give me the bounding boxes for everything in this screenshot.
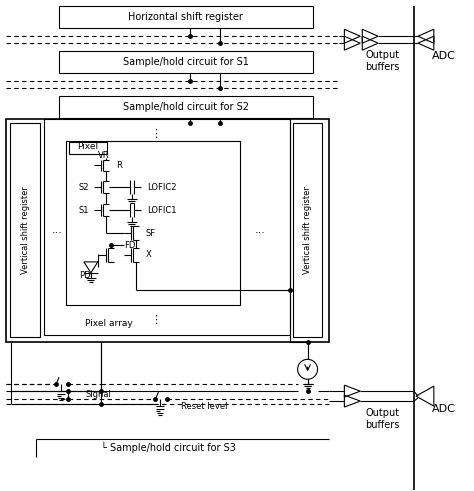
- Bar: [59, 51, 312, 73]
- Text: SF: SF: [146, 229, 155, 238]
- Bar: [292, 123, 322, 337]
- Text: Sample/hold circuit for S2: Sample/hold circuit for S2: [123, 102, 249, 112]
- Text: ADC: ADC: [432, 404, 456, 414]
- Text: └ Sample/hold circuit for S3: └ Sample/hold circuit for S3: [101, 441, 236, 453]
- Text: Pixel array: Pixel array: [85, 319, 133, 328]
- Text: R: R: [116, 161, 122, 170]
- Text: Output
buffers: Output buffers: [365, 408, 399, 430]
- Bar: [44, 119, 290, 335]
- Bar: [59, 6, 312, 28]
- Text: ...: ...: [52, 225, 63, 235]
- Text: Signal: Signal: [86, 390, 112, 399]
- Bar: [10, 123, 40, 337]
- Bar: [66, 140, 240, 304]
- Text: FD: FD: [124, 241, 135, 249]
- Text: ADC: ADC: [432, 51, 456, 61]
- Text: Reset level: Reset level: [182, 402, 228, 410]
- Text: ⋮: ⋮: [150, 315, 161, 325]
- Bar: [59, 96, 312, 118]
- Text: Pixel: Pixel: [77, 142, 99, 151]
- Text: X: X: [146, 250, 151, 259]
- Text: S1: S1: [79, 206, 89, 215]
- Bar: [6, 119, 329, 342]
- Text: PD: PD: [79, 272, 91, 280]
- Bar: [69, 141, 107, 154]
- Text: ...: ...: [255, 225, 265, 235]
- Text: LOFIC1: LOFIC1: [147, 206, 177, 215]
- Text: Output
buffers: Output buffers: [365, 50, 399, 72]
- Text: Vertical shift register: Vertical shift register: [303, 186, 312, 274]
- Text: S2: S2: [79, 183, 89, 192]
- Text: Horizontal shift register: Horizontal shift register: [128, 12, 243, 23]
- Text: VR: VR: [98, 151, 109, 160]
- Text: Vertical shift register: Vertical shift register: [21, 186, 30, 274]
- Text: LOFIC2: LOFIC2: [147, 183, 177, 192]
- Text: Sample/hold circuit for S1: Sample/hold circuit for S1: [123, 57, 249, 67]
- Text: ⋮: ⋮: [150, 129, 161, 138]
